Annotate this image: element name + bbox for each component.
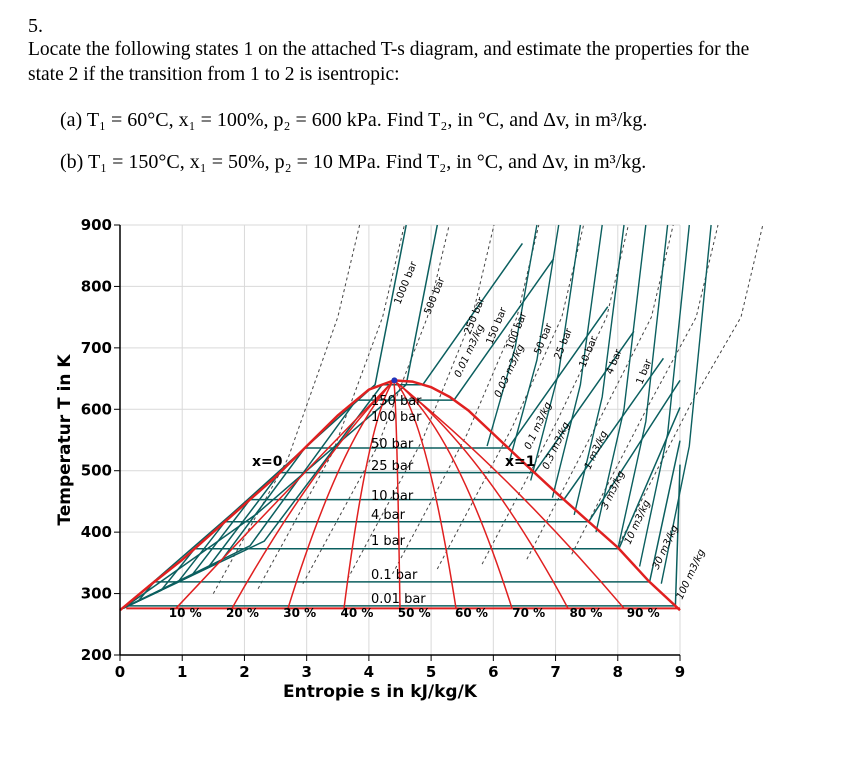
quality-label: 40 %	[341, 606, 374, 620]
quality-label: 70 %	[512, 606, 545, 620]
quality-label: 10 %	[169, 606, 202, 620]
quality-label: 30 %	[283, 606, 316, 620]
quality-line	[393, 379, 513, 609]
saturation-dome	[119, 379, 681, 612]
x-tick-label: 3	[301, 663, 311, 681]
isobar-line	[573, 224, 625, 516]
isochore-label: 1 m3/kg	[583, 429, 610, 471]
problem-number: 5.	[28, 15, 43, 37]
y-tick-label: 300	[81, 585, 112, 603]
quality-line	[287, 379, 395, 609]
isobar-label: 50 bar	[371, 437, 414, 452]
isobar-label: 4 bar	[371, 508, 406, 523]
problem-part-b: (b) T₁ = 150°C, x₁ = 50%, p₂ = 10 MPa. F…	[60, 151, 647, 173]
quality-label: 50 %	[398, 606, 431, 620]
isobar-line	[617, 224, 669, 550]
y-tick-label: 600	[81, 400, 112, 418]
quality-line	[393, 379, 625, 609]
y-tick-label: 700	[81, 339, 112, 357]
isobar-line	[122, 224, 439, 609]
x-tick-label: 9	[675, 663, 685, 681]
isobar-line	[508, 224, 560, 464]
isobar-label: 10 bar	[371, 489, 414, 504]
critical-point	[391, 377, 398, 384]
isobar-line	[638, 224, 690, 567]
isochore-label: 0.1 m3/kg	[523, 401, 554, 452]
isobar-line	[122, 242, 524, 609]
isobar-top-label: 10 bar	[578, 334, 601, 369]
isobar-top-label: 1000 bar	[393, 259, 420, 306]
y-tick-label: 500	[81, 462, 112, 480]
x-tick-label: 8	[613, 663, 623, 681]
y-tick-label: 900	[81, 216, 112, 234]
quality-label: 90 %	[627, 606, 660, 620]
isochore-label: 0.03 m3/kg	[493, 343, 527, 399]
quality-line	[393, 380, 401, 609]
x-tick-label: 2	[239, 663, 249, 681]
isobar-line	[122, 224, 407, 609]
x1-label: x=1	[505, 454, 536, 470]
isochore-line	[481, 224, 629, 565]
isochore-line	[616, 224, 764, 550]
x-tick-label: 1	[177, 663, 187, 681]
isobar-label: 0.01 bar	[371, 592, 426, 607]
y-tick-label: 400	[81, 523, 112, 541]
isobar-line	[595, 224, 647, 533]
quality-line	[231, 379, 395, 609]
isochore-line	[436, 224, 585, 570]
quality-line	[175, 379, 395, 609]
x-tick-label: 7	[550, 663, 560, 681]
isochore-label: 0.3 m3/kg	[541, 421, 572, 472]
y-tick-label: 200	[81, 646, 112, 664]
isobar-line	[551, 224, 603, 498]
x-tick-label: 4	[364, 663, 374, 681]
isobar-label: 0.1 bar	[371, 568, 418, 583]
isobar-line	[660, 224, 712, 584]
problem-intro-line1: Locate the following states 1 on the att…	[28, 39, 750, 60]
quality-label: 20 %	[226, 606, 259, 620]
isochore-line	[212, 224, 361, 594]
isochore-label: 3 m3/kg	[600, 469, 627, 511]
isobar-label: 100 bar	[371, 410, 422, 425]
problem-part-a: (a) T₁ = 60°C, x₁ = 100%, p₂ = 600 kPa. …	[60, 109, 648, 131]
x-tick-label: 0	[115, 663, 125, 681]
isobar-label: 25 bar	[371, 459, 414, 474]
problem-intro-line2: state 2 if the transition from 1 to 2 is…	[28, 64, 400, 85]
y-tick-label: 800	[81, 277, 112, 295]
isochore-line	[392, 224, 540, 575]
isochore-line	[347, 224, 495, 580]
quality-line	[343, 379, 395, 609]
x0-label: x=0	[252, 454, 283, 470]
isobar-line	[530, 224, 582, 481]
x-tick-label: 6	[488, 663, 498, 681]
isobar-label: 1 bar	[371, 534, 406, 549]
y-axis-title: Temperatur T in K	[55, 354, 75, 526]
isobar-top-label: 50 bar	[533, 321, 556, 356]
quality-label: 80 %	[570, 606, 603, 620]
quality-line	[393, 379, 457, 609]
isochore-line	[302, 224, 450, 584]
quality-label: 60 %	[455, 606, 488, 620]
isobar-label: 150 bar	[371, 394, 422, 409]
isobar-line	[486, 224, 538, 447]
x-tick-label: 5	[426, 663, 436, 681]
x-axis-title: Entropie s in kJ/kg/K	[283, 682, 478, 702]
